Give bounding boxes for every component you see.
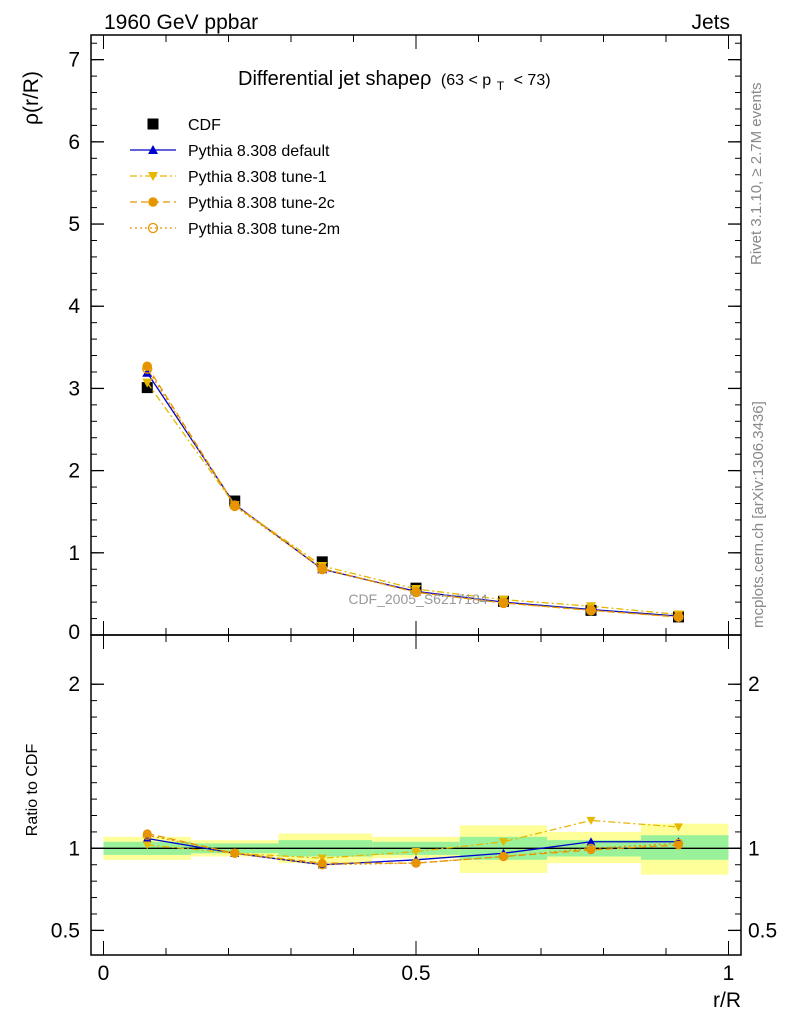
ratio-y-tick-label-right: 1 [748,837,760,860]
main-data-point [411,587,421,598]
main-data-point [142,367,153,377]
main-series-group [141,361,684,623]
x-axis-label: r/R [713,989,741,1012]
chart-title: Differential jet shapeρ (63 < p T < 73) [238,68,551,95]
ratio-data-point [498,851,509,862]
main-series-line [146,382,679,616]
legend-marker [148,172,158,181]
ratio-data-point [411,848,421,857]
main-series-line [146,365,679,618]
ratio-y-tick-label: 1 [68,837,80,860]
main-data-point [317,563,327,574]
main-data-point [142,361,152,371]
ratio-data-point [586,843,596,854]
main-y-axis-label: ρ(r/R) [20,71,43,125]
ratio-data-point [411,858,421,868]
header-left-label: 1960 GeV ppbar [104,11,258,34]
main-data-point [316,556,328,568]
ratio-data-point [317,860,327,870]
ratio-y-tick-label-right: 2 [748,673,760,696]
ratio-y-tick-label: 0.5 [51,919,80,942]
main-axis-ticks: 1 2 3 4 5 6 7 0 [68,35,741,644]
x-tick-label: 0 [98,962,110,985]
main-y-tick-label: 3 [68,377,80,400]
chart-title-sub-end: < 73) [514,72,551,89]
mcplots-label: mcplots.cern.ch [arXiv:1306.3436] [750,401,767,628]
main-data-point [317,564,328,575]
ratio-y-tick-label: 2 [68,673,80,696]
ratio-uncertainty-bands [91,823,741,875]
legend-label: Pythia 8.308 default [188,143,330,160]
ratio-y-tick-label-right: 0.5 [748,919,777,942]
ratio-data-point [142,841,152,850]
main-data-point [673,611,684,623]
legend-label: Pythia 8.308 tune-2m [188,221,340,238]
ratio-plot-frame [90,634,742,956]
ratio-axis-ticks: 0.5 0.5 1 1 2 2 0 0.5 1 [51,635,777,985]
chart-title-sub-subscript: T [497,79,505,93]
main-data-point [142,363,153,374]
ratio-y-axis-label: Ratio to CDF [24,744,41,837]
ratio-data-point [499,838,508,847]
ratio-data-point [142,830,152,840]
main-y-tick-label: 4 [68,295,80,318]
chart-title-main: Differential jet shapeρ [238,68,431,90]
main-y-tick-label: 7 [68,49,80,72]
ratio-series-group [142,816,684,870]
analysis-watermark: CDF_2005_S6217184 [348,591,488,607]
main-data-point [585,605,597,616]
ratio-data-point [230,848,240,858]
ratio-data-point [317,854,327,863]
rivet-version-label: Rivet 3.1.10, ≥ 2.7M events [748,83,765,266]
legend-marker [148,197,158,207]
ratio-data-point [586,816,596,825]
main-y-tick-label: 5 [68,213,80,236]
ratio-series-line [147,834,679,866]
ratio-data-point [499,852,508,861]
main-data-point [586,605,596,616]
legend-label: Pythia 8.308 tune-2c [188,195,335,212]
main-y-tick-label-zero: 0 [68,621,80,644]
ratio-data-point [673,838,684,849]
header-right-label: Jets [691,11,730,34]
legend-marker [147,118,159,130]
ratio-data-point [586,837,596,846]
legend-marker [147,222,159,234]
legend-label: Pythia 8.308 tune-1 [188,169,327,186]
main-data-point [229,500,240,512]
main-data-point [410,587,422,598]
ratio-data-point [230,848,240,858]
chart-title-sub: (63 < p [441,72,491,89]
main-data-point [498,597,509,609]
main-data-point [142,378,153,388]
main-y-tick-label: 1 [68,542,80,565]
ratio-data-point [142,833,152,843]
main-y-tick-label: 2 [68,460,80,483]
legend-label: CDF [188,117,221,134]
ratio-data-point [674,823,683,832]
legend-marker [148,145,158,154]
x-tick-label: 0.5 [401,962,430,985]
legend: CDF Pythia 8.308 default Pythia 8.308 tune… [130,117,340,238]
x-tick-label: 1 [723,962,735,985]
ratio-inner-band [641,835,729,860]
main-y-tick-label: 6 [68,131,80,154]
